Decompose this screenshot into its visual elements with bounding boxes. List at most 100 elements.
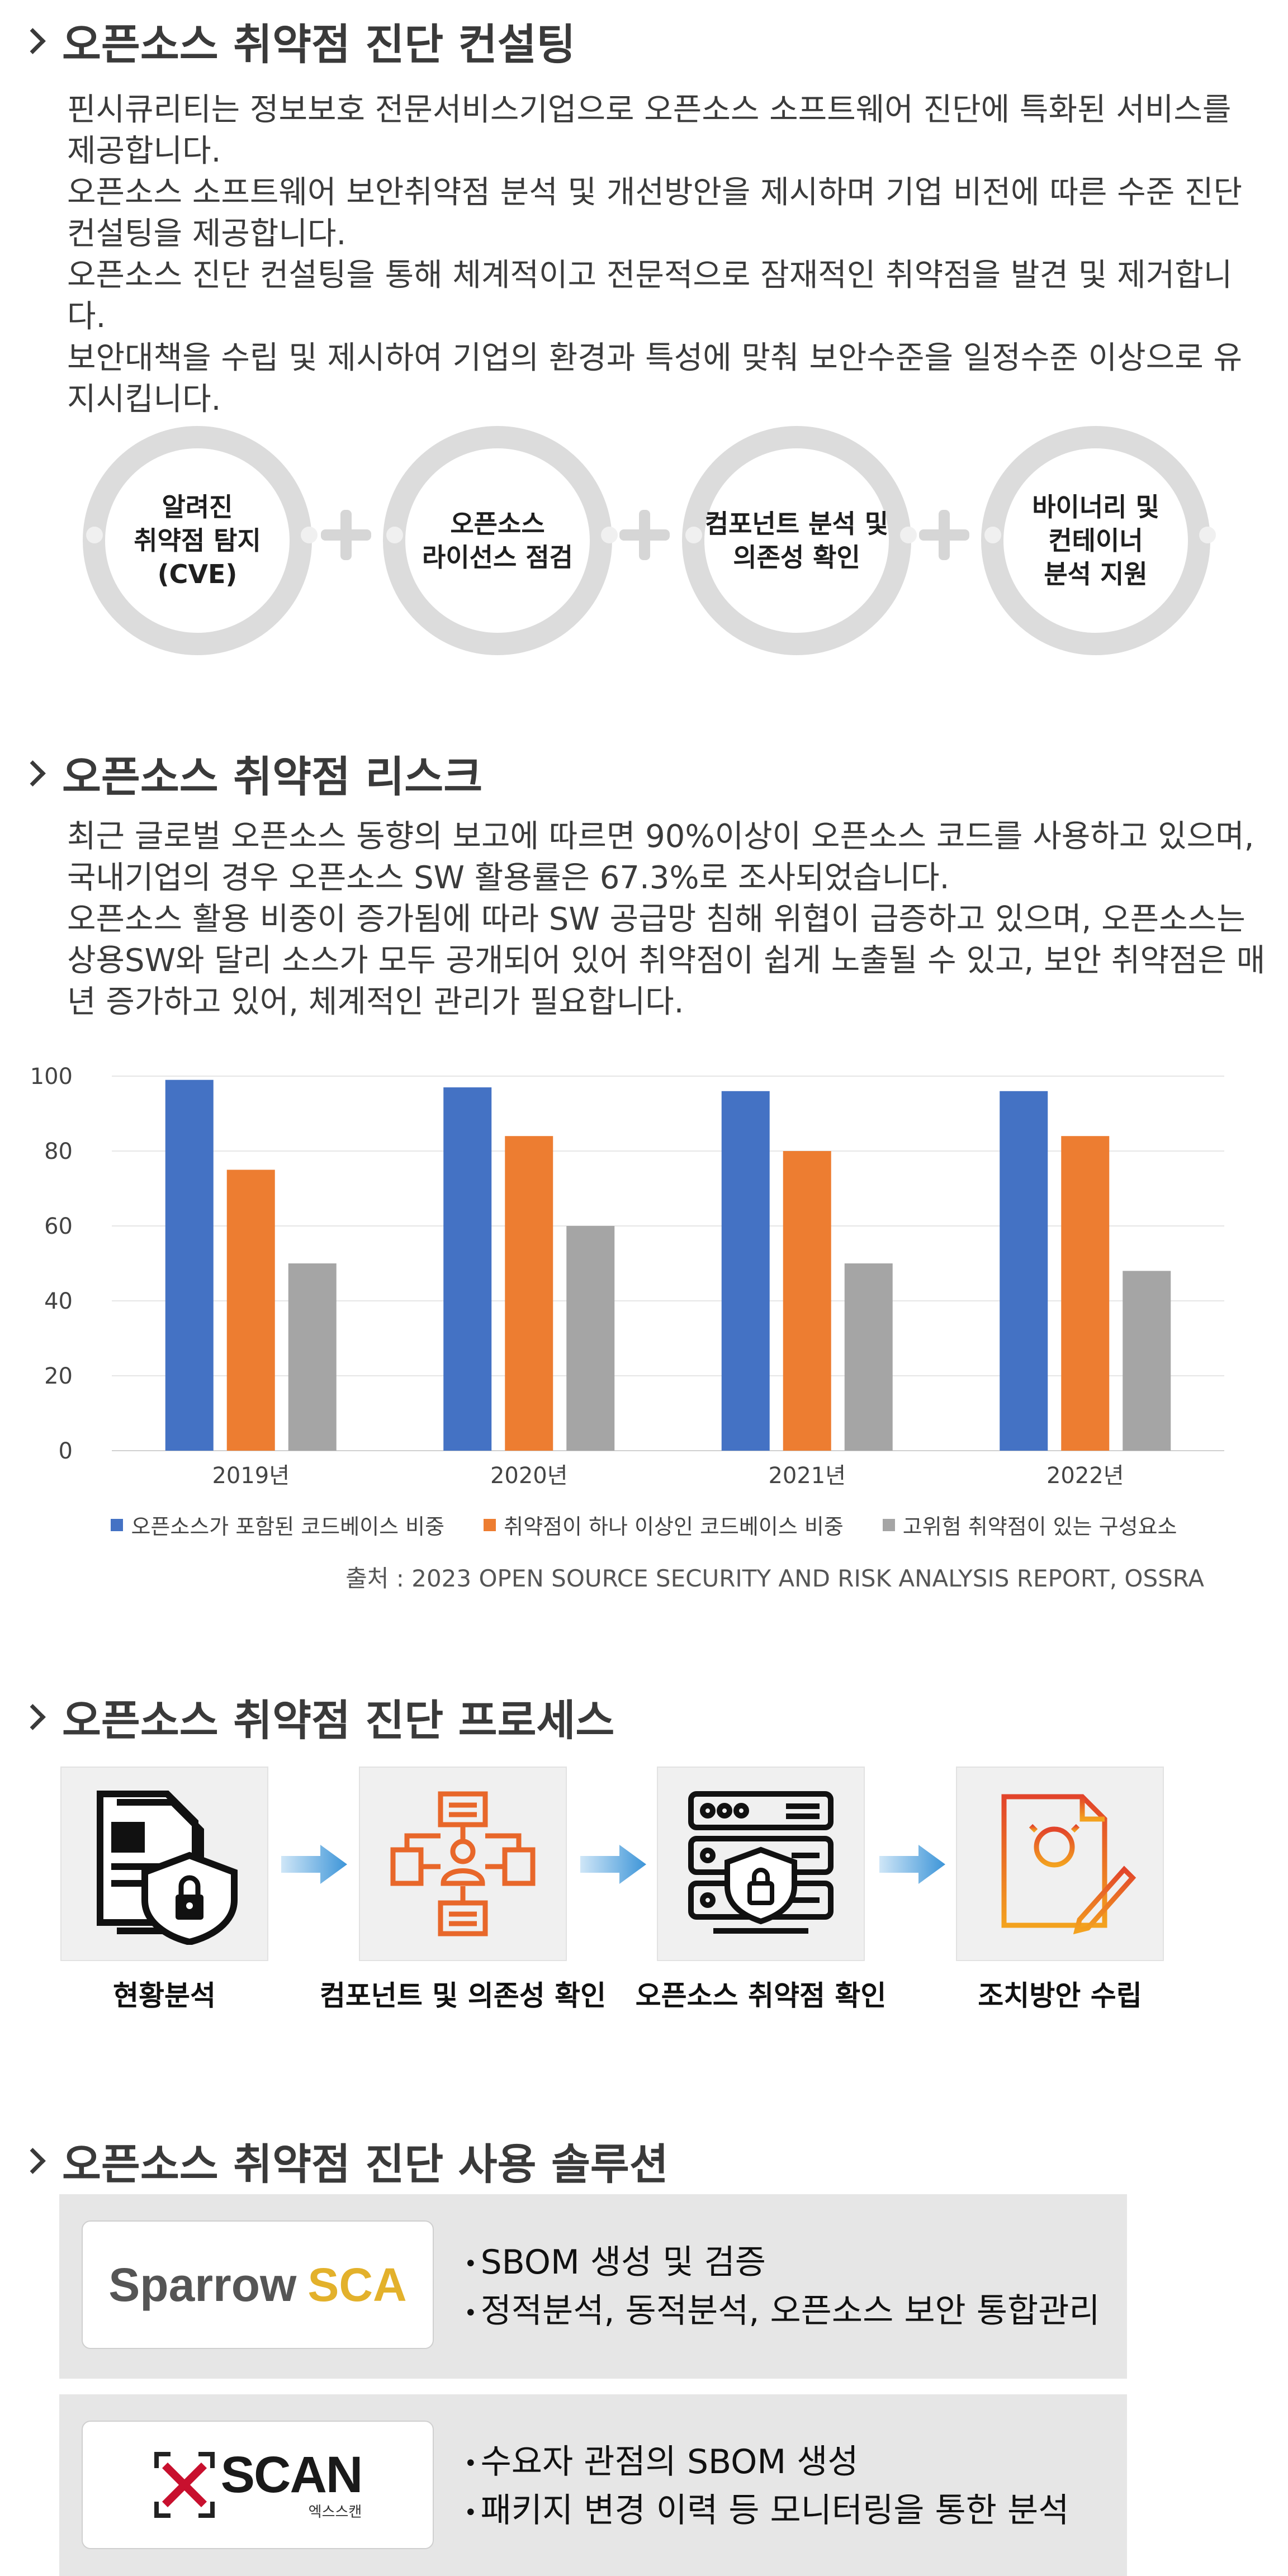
server-shield-icon: [688, 1791, 834, 1934]
legend-item: 오픈소스가 포함된 코드베이스 비중: [111, 1509, 444, 1540]
chevron-right-icon: [20, 1703, 46, 1730]
plus-icon: [919, 510, 969, 560]
process-step-label: 조치방안 수립: [978, 1980, 1142, 2012]
arrow-right-icon: [281, 1845, 347, 1884]
consulting-description: 핀시큐리티는 정보보호 전문서비스기업으로 오픈소스 소프트웨어 진단에 특화된…: [67, 89, 1269, 420]
section-title-text: 오픈소스 취약점 진단 프로세스: [62, 1696, 615, 1745]
paragraph: 오픈소스 활용 비중이 증가됨에 따라 SW 공급망 침해 위협이 급증하고 있…: [67, 901, 1266, 1020]
bar: [443, 1087, 492, 1451]
bar: [165, 1079, 214, 1451]
sparrow-sca-logo: Sparrow SCA: [82, 2220, 434, 2349]
chevron-right-icon: [20, 2147, 46, 2174]
ring-dot: [900, 527, 917, 543]
bar: [721, 1091, 770, 1451]
feature-item: 정적분석, 동적분석, 오픈소스 보안 통합관리: [464, 2288, 1100, 2336]
bar: [1000, 1091, 1048, 1451]
legend-label: 오픈소스가 포함된 코드베이스 비중: [131, 1514, 445, 1539]
paragraph: 오픈소스 소프트웨어 보안취약점 분석 및 개선방안을 제시하며 기업 비전에 …: [67, 174, 1243, 252]
process-step-component: [359, 1767, 567, 1961]
x-tick-label: 2021년: [768, 1463, 846, 1489]
circle-binary: 바이너리 및 컨테이너 분석 지원: [981, 426, 1210, 655]
section-title-text: 오픈소스 취약점 진단 사용 솔루션: [62, 2139, 669, 2189]
circle-label: 알려진 취약점 탐지 (CVE): [134, 492, 261, 589]
section-title-consulting: 오픈소스 취약점 진단 컨설팅: [20, 10, 575, 72]
y-tick-label: 40: [44, 1289, 73, 1314]
ring-dot: [984, 527, 1001, 543]
xscan-x-icon: [154, 2452, 215, 2518]
circle-license: 오픈소스 라이선스 점검: [383, 426, 612, 655]
paragraph: 핀시큐리티는 정보보호 전문서비스기업으로 오픈소스 소프트웨어 진단에 특화된…: [67, 92, 1232, 169]
solution-features: SBOM 생성 및 검증 정적분석, 동적분석, 오픈소스 보안 통합관리: [464, 2239, 1100, 2337]
logo-text-accent: SCA: [307, 2258, 407, 2311]
ring-dot: [1199, 527, 1216, 543]
xscan-wordmark: SCAN 엑스스캔: [220, 2446, 363, 2521]
y-tick-label: 0: [59, 1438, 73, 1464]
lightbulb-pencil-icon: [1001, 1794, 1137, 1935]
feature-item: 패키지 변경 이력 등 모니터링을 통한 분석: [464, 2487, 1069, 2536]
circle-label: 바이너리 및 컨테이너 분석 지원: [1032, 492, 1159, 589]
risk-description: 최근 글로벌 오픈소스 동향의 보고에 따르면 90%이상이 오픈소스 코드를 …: [67, 816, 1275, 1023]
x-tick-label: 2020년: [490, 1463, 568, 1489]
logo-text-main: Sparrow: [108, 2258, 297, 2311]
circle-label: 컴포넌트 분석 및 의존성 확인: [704, 509, 889, 572]
process-step-label: 오픈소스 취약점 확인: [635, 1980, 887, 2012]
process-step-label: 컴포넌트 및 의존성 확인: [319, 1980, 607, 2012]
process-step-label: 현황분석: [113, 1980, 216, 2012]
chart-source: 출처 : 2023 OPEN SOURCE SECURITY AND RISK …: [345, 1565, 1204, 1592]
circle-cve: 알려진 취약점 탐지 (CVE): [83, 426, 312, 655]
legend-swatch: [882, 1518, 895, 1531]
ring-dot: [386, 527, 403, 543]
document-lock-icon: [97, 1791, 238, 1945]
xscan-logo: SCAN 엑스스캔: [82, 2421, 434, 2549]
feature-item: 수요자 관점의 SBOM 생성: [464, 2438, 1069, 2487]
y-tick-label: 80: [44, 1139, 73, 1164]
bar: [1061, 1136, 1110, 1451]
process-step-analysis: [60, 1767, 268, 1961]
section-title-risk: 오픈소스 취약점 리스크: [20, 742, 482, 804]
process-step-action-plan: [956, 1767, 1164, 1961]
legend-item: 취약점이 하나 이상인 코드베이스 비중: [484, 1509, 844, 1540]
ring-dot: [86, 527, 103, 543]
section-title-process: 오픈소스 취약점 진단 프로세스: [20, 1686, 614, 1748]
bar: [566, 1226, 615, 1451]
section-title-text: 오픈소스 취약점 진단 컨설팅: [62, 20, 576, 69]
ring-dot: [301, 527, 318, 543]
arrow-right-icon: [879, 1845, 945, 1884]
circle-label: 오픈소스 라이선스 점검: [422, 509, 573, 572]
paragraph: 최근 글로벌 오픈소스 동향의 보고에 따르면 90%이상이 오픈소스 코드를 …: [67, 818, 1254, 896]
component-network-icon: [390, 1791, 536, 1936]
section-title-solutions: 오픈소스 취약점 진단 사용 솔루션: [20, 2130, 669, 2191]
y-tick-label: 100: [30, 1064, 73, 1090]
solution-features: 수요자 관점의 SBOM 생성 패키지 변경 이력 등 모니터링을 통한 분석: [464, 2438, 1069, 2536]
legend-swatch: [111, 1518, 124, 1531]
logo-text-sub: 엑스스캔: [308, 2503, 362, 2521]
legend-label: 취약점이 하나 이상인 코드베이스 비중: [504, 1514, 844, 1539]
feature-item: SBOM 생성 및 검증: [464, 2239, 1100, 2288]
paragraph: 보안대책을 수립 및 제시하여 기업의 환경과 특성에 맞춰 보안수준을 일정수…: [67, 340, 1243, 418]
x-tick-label: 2019년: [212, 1463, 290, 1489]
bar: [783, 1151, 831, 1451]
x-tick-label: 2022년: [1046, 1463, 1124, 1489]
process-step-vuln-check: [657, 1767, 865, 1961]
section-title-text: 오픈소스 취약점 리스크: [62, 752, 483, 802]
bar: [1123, 1271, 1171, 1451]
plus-icon: [321, 510, 371, 560]
y-tick-label: 20: [44, 1363, 73, 1389]
bar-chart: 0 20 40 60 80 100 2019년 2020년 2021년 2022년: [30, 1064, 1224, 1489]
chevron-right-icon: [20, 760, 46, 787]
paragraph: 오픈소스 진단 컨설팅을 통해 체계적이고 전문적으로 잠재적인 취약점을 발견…: [67, 257, 1233, 335]
bar: [844, 1263, 893, 1451]
bar: [505, 1136, 553, 1451]
chart-legend: 오픈소스가 포함된 코드베이스 비중 취약점이 하나 이상인 코드베이스 비중 …: [0, 1509, 1288, 1540]
arrow-right-icon: [580, 1845, 646, 1884]
y-tick-label: 60: [44, 1214, 73, 1239]
ring-dot: [685, 527, 702, 543]
plus-icon: [619, 510, 670, 560]
circle-component: 컴포넌트 분석 및 의존성 확인: [682, 426, 911, 655]
ring-dot: [601, 527, 618, 543]
legend-label: 고위험 취약점이 있는 구성요소: [902, 1514, 1177, 1539]
bar: [226, 1169, 275, 1451]
logo-text-main: SCAN: [220, 2446, 363, 2503]
legend-item: 고위험 취약점이 있는 구성요소: [882, 1509, 1177, 1540]
chevron-right-icon: [20, 27, 46, 54]
